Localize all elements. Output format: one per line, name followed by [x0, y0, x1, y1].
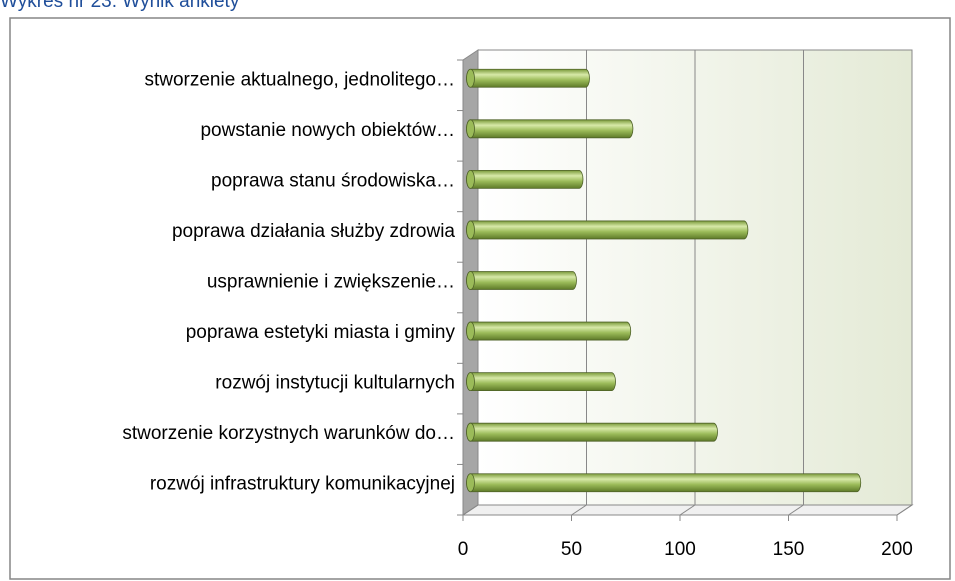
bar: [466, 220, 749, 240]
x-tick-label: 150: [773, 539, 805, 560]
bar-body: [466, 372, 616, 392]
bar: [466, 473, 862, 493]
bar: [466, 169, 584, 189]
grid-line: [571, 504, 587, 516]
y-tick-label: usprawnienie i zwiększenie…: [207, 272, 455, 293]
bar-cap: [466, 321, 475, 341]
bar-cap: [466, 169, 475, 189]
grid-line: [679, 504, 696, 516]
bar-body: [466, 220, 749, 240]
bar-body: [466, 422, 718, 442]
x-tick-label: 100: [664, 539, 696, 560]
y-tick-label: powstanie nowych obiektów…: [200, 120, 455, 141]
grid-line: [462, 504, 479, 516]
bar: [466, 271, 577, 290]
grid-line: [896, 504, 913, 516]
bar-cap: [466, 119, 475, 139]
bar: [466, 372, 616, 392]
bar: [466, 119, 634, 139]
y-tick-label: stworzenie korzystnych warunków do…: [122, 423, 455, 444]
bar-cap: [466, 372, 475, 392]
bar-body: [466, 321, 632, 341]
x-tick-label: 0: [458, 539, 469, 560]
y-tick-label: poprawa stanu środowiska…: [211, 170, 455, 191]
y-tick-label: rozwój infrastruktury komunikacyjnej: [150, 474, 455, 495]
chart-border: [9, 17, 951, 580]
x-tick-label: 50: [561, 539, 582, 560]
bar-cap: [466, 220, 475, 240]
bar-body: [466, 473, 862, 493]
bar-cap: [466, 473, 475, 493]
bar-cap: [466, 271, 475, 290]
bar-body: [466, 271, 577, 290]
bar: [466, 321, 632, 341]
bar-body: [466, 68, 590, 88]
bar: [466, 422, 718, 442]
y-tick-label: poprawa działania służby zdrowia: [172, 221, 455, 242]
y-tick-label: rozwój instytucji kultularnych: [215, 373, 455, 394]
x-tick-label: 200: [881, 539, 913, 560]
bar-cap: [466, 422, 475, 442]
y-tick-label: stworzenie aktualnego, jednolitego…: [144, 69, 455, 90]
grid-line: [788, 504, 804, 516]
bar-body: [466, 169, 584, 189]
bar: [466, 68, 590, 88]
y-tick-label: poprawa estetyki miasta i gminy: [186, 322, 456, 343]
bar-cap: [466, 68, 475, 88]
bar-body: [466, 119, 634, 139]
chart-title: Wykres nr 23. Wynik ankiety: [0, 0, 240, 12]
